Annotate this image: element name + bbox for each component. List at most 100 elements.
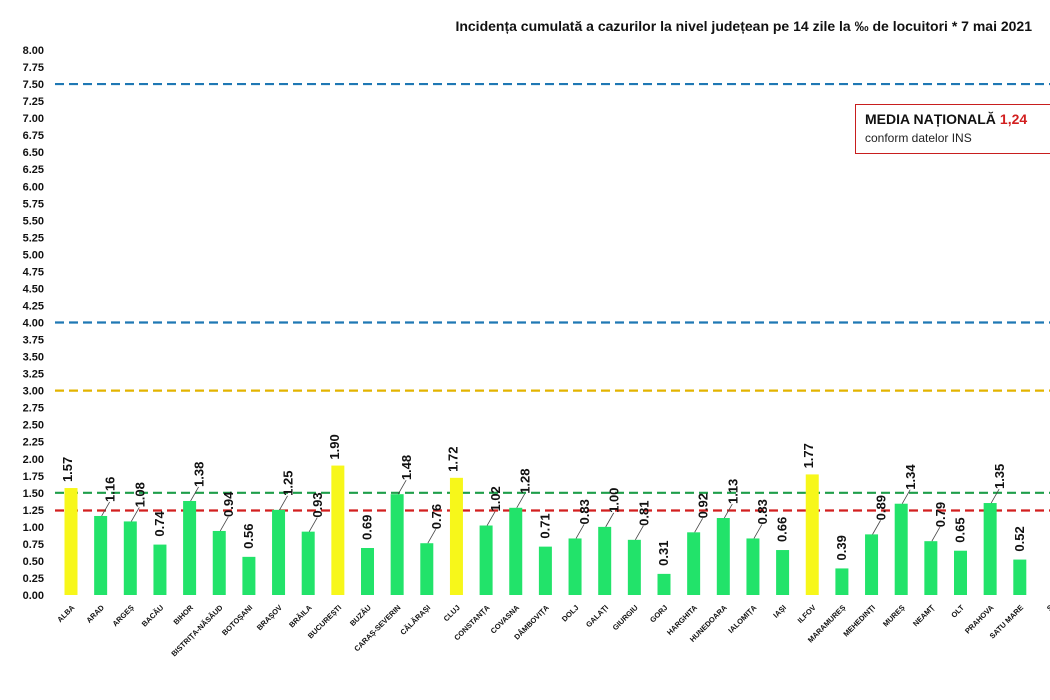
y-tick-label: 1.25: [23, 505, 44, 517]
y-tick-label: 3.25: [23, 369, 44, 381]
y-tick-label: 8.00: [23, 45, 44, 57]
data-label: 1.35: [992, 464, 1007, 489]
x-tick-label: BRAȘOV: [255, 603, 284, 632]
leader-line: [753, 524, 763, 539]
y-tick-label: 0.50: [23, 556, 44, 568]
data-label: 1.13: [725, 479, 740, 504]
bar: [983, 503, 997, 595]
y-tick-label: 1.75: [23, 471, 44, 483]
y-tick-label: 7.25: [23, 96, 44, 108]
data-label: 0.83: [577, 499, 592, 524]
bar: [123, 521, 137, 595]
y-tick-label: 4.75: [23, 266, 44, 278]
x-tick-label: BACĂU: [140, 603, 166, 629]
leader-line: [605, 512, 615, 528]
data-label: 0.93: [310, 492, 325, 517]
y-tick-label: 0.75: [23, 539, 44, 551]
y-tick-label: 7.75: [23, 62, 44, 74]
leader-line: [872, 520, 881, 535]
data-label: 0.66: [775, 517, 790, 542]
y-tick-label: 6.75: [23, 130, 44, 142]
x-tick-label: ILFOV: [796, 603, 818, 625]
leader-line: [901, 489, 911, 504]
bar: [94, 515, 108, 595]
data-label: 1.48: [399, 455, 414, 480]
leader-line: [397, 479, 407, 495]
data-label: 0.89: [874, 495, 889, 520]
data-label: 1.90: [327, 434, 342, 459]
x-tick-label: GORJ: [648, 603, 669, 624]
x-tick-label: IAȘI: [771, 603, 788, 620]
y-tick-label: 7.00: [23, 113, 44, 125]
leader-line: [516, 493, 526, 508]
data-label: 1.16: [103, 477, 118, 502]
data-label: 0.79: [933, 502, 948, 527]
y-tick-label: 4.00: [23, 318, 44, 330]
bar: [153, 544, 167, 595]
national-average-value: 1,24: [999, 111, 1028, 127]
y-tick-label: 6.25: [23, 164, 44, 176]
data-label: 0.65: [953, 517, 968, 542]
bar: [954, 550, 967, 595]
bar: [716, 518, 730, 595]
bar: [598, 526, 612, 595]
bar: [538, 546, 552, 595]
y-tick-label: 1.50: [23, 488, 44, 500]
bar: [657, 573, 671, 595]
bar: [331, 465, 345, 595]
y-tick-label: 1.00: [23, 522, 44, 534]
y-tick-label: 4.25: [23, 300, 44, 312]
y-tick-label: 5.00: [23, 249, 44, 261]
leader-line: [931, 526, 941, 542]
bar: [687, 532, 701, 595]
bar: [212, 530, 226, 595]
x-tick-label: ARGEȘ: [110, 603, 135, 628]
x-tick-label: IALOMIȚA: [726, 603, 758, 635]
y-tick-label: 2.50: [23, 420, 44, 432]
x-tick-label: CĂLĂRAȘI: [398, 603, 432, 637]
bar: [924, 541, 938, 595]
bar: [242, 556, 256, 595]
y-tick-label: 0.00: [23, 590, 44, 602]
data-label: 1.57: [60, 457, 75, 482]
data-label: 0.92: [696, 493, 711, 518]
bar: [301, 531, 315, 595]
y-tick-label: 4.50: [23, 283, 44, 295]
x-axis: ALBA ARAD ARGEȘ BACĂU BIHORBISTRIȚA-NĂSĂUDBO…: [55, 603, 1050, 659]
data-label: 0.81: [636, 501, 651, 526]
national-average-title: MEDIA NAȚIONALĂ 1,24: [865, 111, 1045, 127]
national-average-label: MEDIA NAȚIONALĂ: [865, 111, 996, 127]
x-tick-label: GIURGIU: [611, 603, 640, 632]
data-label: 0.31: [656, 541, 671, 566]
data-label: 0.71: [537, 513, 552, 538]
bar: [509, 507, 523, 595]
data-label: 1.72: [445, 447, 460, 472]
x-tick-label: GALAȚI: [584, 603, 610, 629]
x-tick-label: ALBA: [55, 603, 77, 625]
x-tick-label: S: [1045, 603, 1050, 613]
x-tick-label: CLUJ: [442, 603, 462, 623]
data-label: 1.38: [192, 462, 207, 487]
x-tick-label: OLT: [949, 603, 966, 620]
bar: [1013, 559, 1027, 595]
x-tick-label: BISTRIȚA-NĂSĂUD: [169, 603, 225, 659]
y-tick-label: 7.50: [23, 79, 44, 91]
data-label: 0.52: [1012, 526, 1027, 551]
leader-line: [575, 524, 585, 539]
y-tick-label: 3.50: [23, 352, 44, 364]
leader-line: [486, 511, 496, 526]
national-average-source: conform datelor INS: [865, 131, 972, 145]
y-tick-label: 3.75: [23, 335, 44, 347]
bar: [865, 534, 879, 595]
chart-title: Incidența cumulată a cazurilor la nivel …: [455, 18, 1032, 34]
bar: [64, 488, 78, 595]
y-tick-label: 3.00: [23, 386, 44, 398]
x-tick-label: BIHOR: [172, 603, 196, 627]
y-tick-label: 5.25: [23, 232, 44, 244]
y-tick-label: 2.25: [23, 437, 44, 449]
data-label: 0.83: [755, 499, 770, 524]
leader-line: [427, 529, 437, 544]
x-tick-label: MEHEDINȚI: [841, 603, 877, 639]
data-label: 0.94: [221, 491, 236, 517]
x-tick-label: BOTOȘANI: [220, 603, 254, 637]
